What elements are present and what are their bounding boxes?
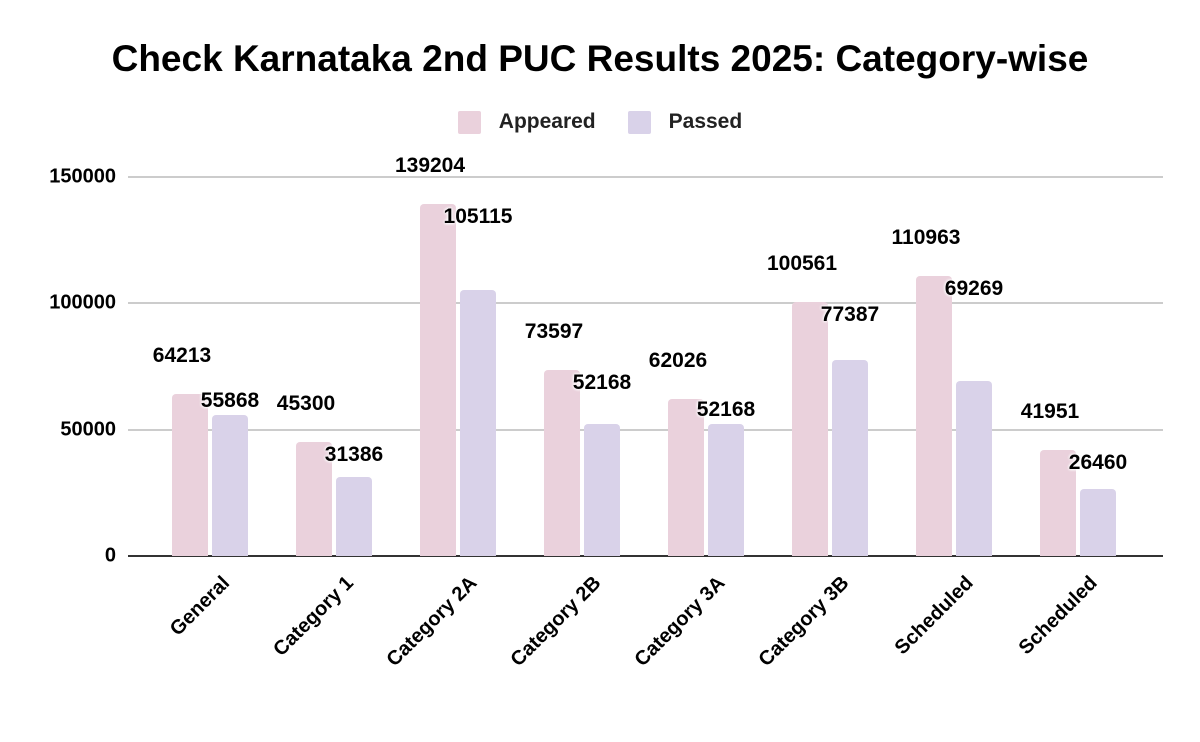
value-label-passed: 31386	[324, 442, 384, 466]
legend-label-passed: Passed	[668, 110, 743, 133]
bar-passed[interactable]	[956, 380, 992, 556]
x-tick-label: Category 2A	[382, 572, 482, 671]
legend: Appeared Passed	[0, 110, 1200, 134]
bar-passed[interactable]	[584, 424, 620, 556]
bar-appeared[interactable]	[1040, 450, 1076, 556]
y-tick-label: 0	[104, 544, 116, 567]
x-tick-label: General	[165, 572, 234, 641]
bar-passed[interactable]	[212, 414, 248, 556]
y-tick-label: 100000	[49, 291, 116, 314]
x-tick-label: Scheduled	[890, 572, 978, 660]
value-label-passed: 77387	[820, 302, 880, 326]
gridline	[128, 428, 1163, 431]
x-tick-label: Scheduled	[1014, 572, 1102, 660]
bar-appeared[interactable]	[420, 204, 456, 556]
bar-passed[interactable]	[460, 290, 496, 556]
value-label-appeared: 100561	[766, 251, 838, 275]
bar-appeared[interactable]	[916, 275, 952, 556]
value-label-appeared: 41951	[1020, 400, 1080, 423]
bar-passed[interactable]	[832, 360, 868, 556]
value-label-appeared: 73597	[524, 320, 584, 344]
chart-title: Check Karnataka 2nd PUC Results 2025: Ca…	[111, 38, 1089, 79]
legend-item-appeared[interactable]: Appeared	[457, 110, 596, 134]
x-tick-label: Category 1	[268, 572, 358, 661]
value-label-appeared: 64213	[152, 343, 212, 367]
value-label-appeared: 62026	[648, 349, 708, 373]
bar-appeared[interactable]	[544, 370, 580, 556]
gridline	[128, 302, 1163, 305]
bar-appeared[interactable]	[172, 393, 208, 556]
value-label-appeared: 45300	[276, 391, 336, 415]
bar-passed[interactable]	[336, 476, 372, 556]
value-label-passed: 55868	[200, 388, 260, 412]
gridline	[128, 176, 1163, 178]
bar-appeared[interactable]	[296, 441, 332, 556]
value-label-appeared: 139204	[394, 154, 466, 178]
bar-appeared[interactable]	[792, 301, 828, 556]
legend-item-passed[interactable]: Passed	[627, 110, 743, 134]
value-label-appeared: 110963	[891, 225, 961, 249]
legend-swatch-appeared	[457, 110, 481, 134]
legend-label-appeared: Appeared	[498, 110, 596, 133]
value-label-passed: 26460	[1068, 451, 1128, 474]
legend-swatch-passed	[627, 110, 651, 134]
y-tick-label: 50000	[60, 418, 116, 441]
bar-appeared[interactable]	[668, 399, 704, 556]
x-tick-label: Category 3B	[754, 572, 854, 671]
x-tick-label: Category 2B	[506, 572, 606, 671]
value-label-passed: 52168	[696, 398, 756, 422]
value-label-passed: 69269	[944, 276, 1004, 300]
x-tick-label: Category 3A	[630, 572, 730, 671]
y-tick-label: 150000	[49, 165, 116, 188]
bar-passed[interactable]	[708, 424, 744, 556]
x-axis-line	[128, 555, 1163, 557]
value-label-passed: 52168	[572, 371, 632, 395]
bar-passed[interactable]	[1080, 489, 1116, 556]
value-label-passed: 105115	[443, 205, 513, 229]
